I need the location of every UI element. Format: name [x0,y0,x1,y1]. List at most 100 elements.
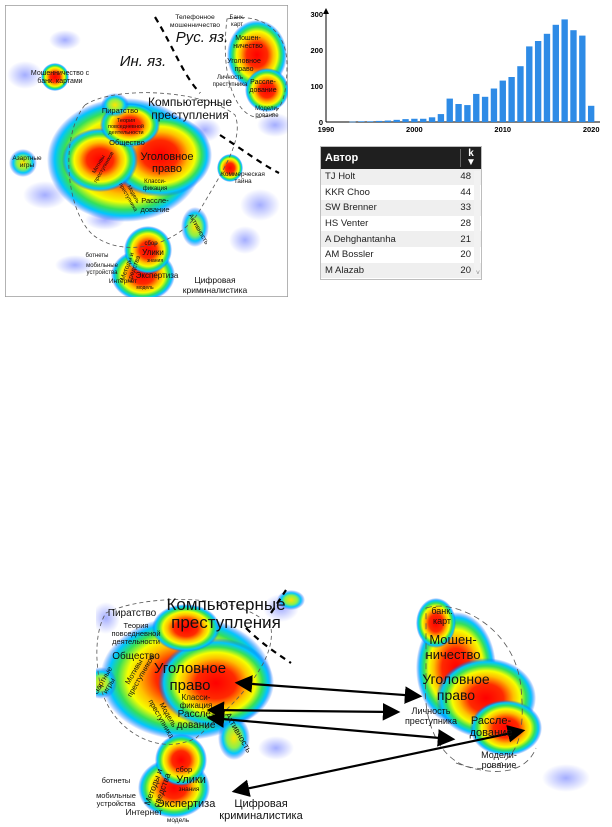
table-row[interactable]: HS Venter 28 [321,216,481,232]
language-separator [154,16,280,174]
label-investigation-ru-b: Рассле-дование [470,715,513,739]
label-mobile-devices-b: мобильные устройства [96,791,136,808]
label-digital-forensics: Цифровая криминалистика [183,275,248,295]
label-expertise: Экспертиза [136,271,179,280]
label-computer-crimes-b: Компьютерные преступления [166,595,285,632]
label-piracy: Пиратство [102,106,138,115]
label-knowledge: знания [147,258,163,264]
label-everyday-theory-b: Теория повседневной деятельности [111,621,160,646]
cluster-outlines [68,17,288,248]
bar-2019 [579,35,586,122]
scroll-down-icon[interactable]: ˅ [475,270,480,277]
heatmap-labels-bottom-right: банк. карт Мошен-ничество Уголовное право … [405,606,517,770]
label-model-b: модель [167,817,190,824]
author-table: Автор k ▼ TJ Holt 48 KKR Choo 44 SW Brenner 33… [320,146,482,280]
author-name-cell: A Dehghantanha [325,233,396,245]
label-fraud-b: Мошен-ничество [426,632,481,662]
x-tick-label: 1990 [318,125,335,134]
label-investigation-ru: Рассле-дование [249,79,276,94]
x-tick-label: 2000 [406,125,423,134]
table-row[interactable]: M Alazab 20 [321,262,481,279]
bar-2002 [428,117,436,122]
label-collection: сбор [144,241,158,247]
table-scrollbar[interactable] [474,171,480,275]
label-everyday-theory: Теория повседневной деятельности [108,118,144,136]
label-computer-crimes: Компьютерные преступления [148,95,232,122]
author-k-cell: 28 [460,218,471,230]
label-evidence: Улики [142,248,164,257]
label-criminal-law-b: Уголовное право [154,660,226,694]
bar-2003 [437,114,445,122]
x-tick-label: 2020 [583,125,600,134]
bar-1996 [375,120,383,122]
bar-2014 [534,41,542,122]
y-tick-label: 300 [310,10,323,19]
bar-2001 [420,118,427,122]
bar-1997 [384,120,392,122]
label-investigation-b: Рассле-дование [177,709,216,731]
author-k-cell: 48 [460,171,471,183]
hotspots [9,20,288,297]
bar-1998 [393,119,400,122]
x-tick-label: 2010 [494,125,511,134]
bar-1993 [349,121,356,123]
y-tick-label: 100 [310,82,323,91]
mapping-arrows [206,675,526,797]
column-header-k[interactable]: k ▼ [460,149,481,168]
chart-bars [349,19,595,123]
bar-2017 [561,19,568,122]
table-row[interactable]: KKR Choo 44 [321,185,481,201]
label-fraud: Мошен-ничество [233,35,263,50]
author-name-cell: M Alazab [325,264,365,276]
table-row[interactable]: A Dehghantanha 21 [321,231,481,247]
label-classification: Класси-фикация [143,179,167,192]
topic-heatmap-comparison: Пиратство Компьютерные преступления Теори… [96,589,590,824]
author-name-cell: HS Venter [325,218,369,230]
bar-2020 [587,105,595,122]
label-mobile-devices: мобильные устройства [86,263,119,276]
label-bank-cards-b: банк. карт [431,606,452,626]
bar-2004 [446,98,453,122]
author-k-cell: 20 [460,249,471,261]
table-row[interactable]: SW Brenner 33 [321,200,481,216]
label-evidence-b: Улики [176,774,206,786]
author-name-cell: AM Bossler [325,249,374,261]
table-row[interactable]: TJ Holt 48 [321,169,481,185]
arrow-forensics [231,725,526,797]
label-telephone-fraud: Телефонное мошенничество [170,14,220,29]
label-model: модель [136,285,154,291]
bar-2009 [490,88,498,122]
bar-1994 [358,121,365,122]
label-criminal-law-ru: Уголовное право [227,58,261,73]
table-row[interactable]: AM Bossler 20 [321,247,481,263]
label-offender-personality-b: Личность преступника [405,706,457,726]
label-modeling-b: Модели-рование [481,750,517,770]
label-foreign-language: Ин. яз. [120,53,166,70]
author-k-cell: 33 [460,202,471,214]
label-knowledge-b: знания [179,786,200,793]
y-tick-label: 0 [319,118,323,127]
y-tick-label: 200 [310,46,323,55]
bar-2016 [552,24,559,122]
bar-2000 [411,118,418,122]
bar-2007 [473,93,480,122]
bar-2005 [455,104,462,122]
column-header-author[interactable]: Автор [325,152,359,164]
bar-2011 [508,77,515,122]
label-bank-cards: Банк. карт [230,15,245,28]
heatmap-labels-top: Телефонное мошенничество Банк. карт Мошен-… [12,14,279,295]
label-expertise-b: Экспертиза [157,798,217,810]
bar-1999 [402,119,409,122]
label-society-b: Общество [112,650,160,662]
label-bank-card-fraud: Мошенничество с банк. картами [31,70,90,85]
publications-bar-chart: 0 100 200 300 1990 2000 2010 2020 [310,8,600,134]
bar-2012 [517,66,524,122]
arrow-criminal-law [234,675,423,704]
label-criminal-law: Уголовное право [141,151,194,175]
bar-2006 [464,105,471,122]
label-offender-personality: Личность преступника [213,75,248,88]
label-classification-b: Класси-фикация [180,693,213,710]
label-collection-b: сбор [176,765,192,774]
label-trade-secret: Коммерческая тайна [221,171,265,185]
bar-1995 [367,121,374,122]
